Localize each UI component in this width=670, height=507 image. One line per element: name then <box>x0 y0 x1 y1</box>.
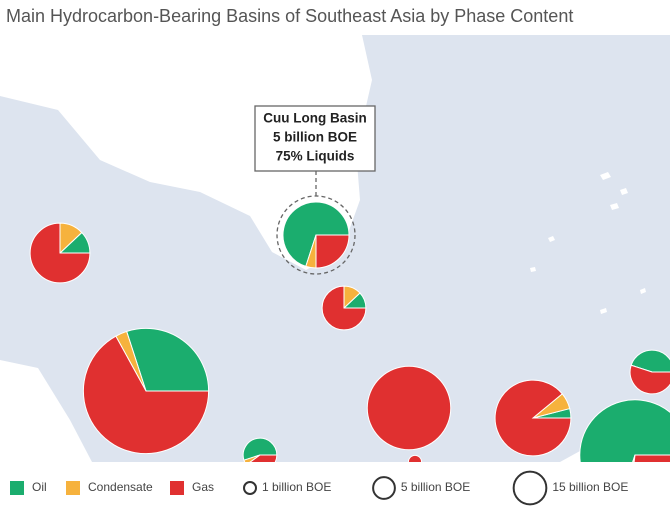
pie-slice <box>126 327 210 392</box>
pie-slice <box>321 285 367 331</box>
legend-swatch <box>10 481 24 495</box>
pie-slice <box>633 454 670 462</box>
pie-slice <box>630 349 670 373</box>
legend-swatch <box>170 481 184 495</box>
legend-label: Gas <box>192 480 214 494</box>
callout-text: 75% Liquids <box>276 149 355 164</box>
callout-text: 5 billion BOE <box>273 130 357 145</box>
pie-slice <box>249 454 278 462</box>
land <box>0 35 372 270</box>
pie-slice <box>494 379 572 457</box>
size-legend-label: 1 billion BOE <box>262 480 331 494</box>
size-legend-circle <box>372 476 396 500</box>
size-legend-label: 15 billion BOE <box>552 480 628 494</box>
pies <box>29 201 670 462</box>
legend-label: Condensate <box>88 480 153 494</box>
callout-box <box>254 105 376 172</box>
pie-slice <box>407 454 423 462</box>
pie-slice <box>629 364 670 395</box>
legend-swatch <box>66 481 80 495</box>
pie-slice <box>243 454 261 462</box>
size-legend-label: 5 billion BOE <box>401 480 470 494</box>
land <box>0 360 92 462</box>
pie-slice <box>366 365 452 451</box>
chart-title: Main Hydrocarbon-Bearing Basins of South… <box>6 6 573 26</box>
callout: Cuu Long Basin 5 billion BOE 75% Liquids <box>254 105 376 275</box>
pie-slice <box>579 399 670 462</box>
pie-slice <box>82 335 210 455</box>
land <box>530 172 646 314</box>
size-legend-circle <box>243 481 257 495</box>
pie-slice <box>282 201 350 268</box>
pie-slice <box>29 222 91 284</box>
callout-text: Cuu Long Basin <box>263 111 367 126</box>
size-legend-circle <box>512 470 548 506</box>
legend-label: Oil <box>32 480 47 494</box>
pie-slice <box>315 234 350 269</box>
legend: Oil Condensate Gas 1 billion BOE 5 billion B… <box>10 470 628 506</box>
